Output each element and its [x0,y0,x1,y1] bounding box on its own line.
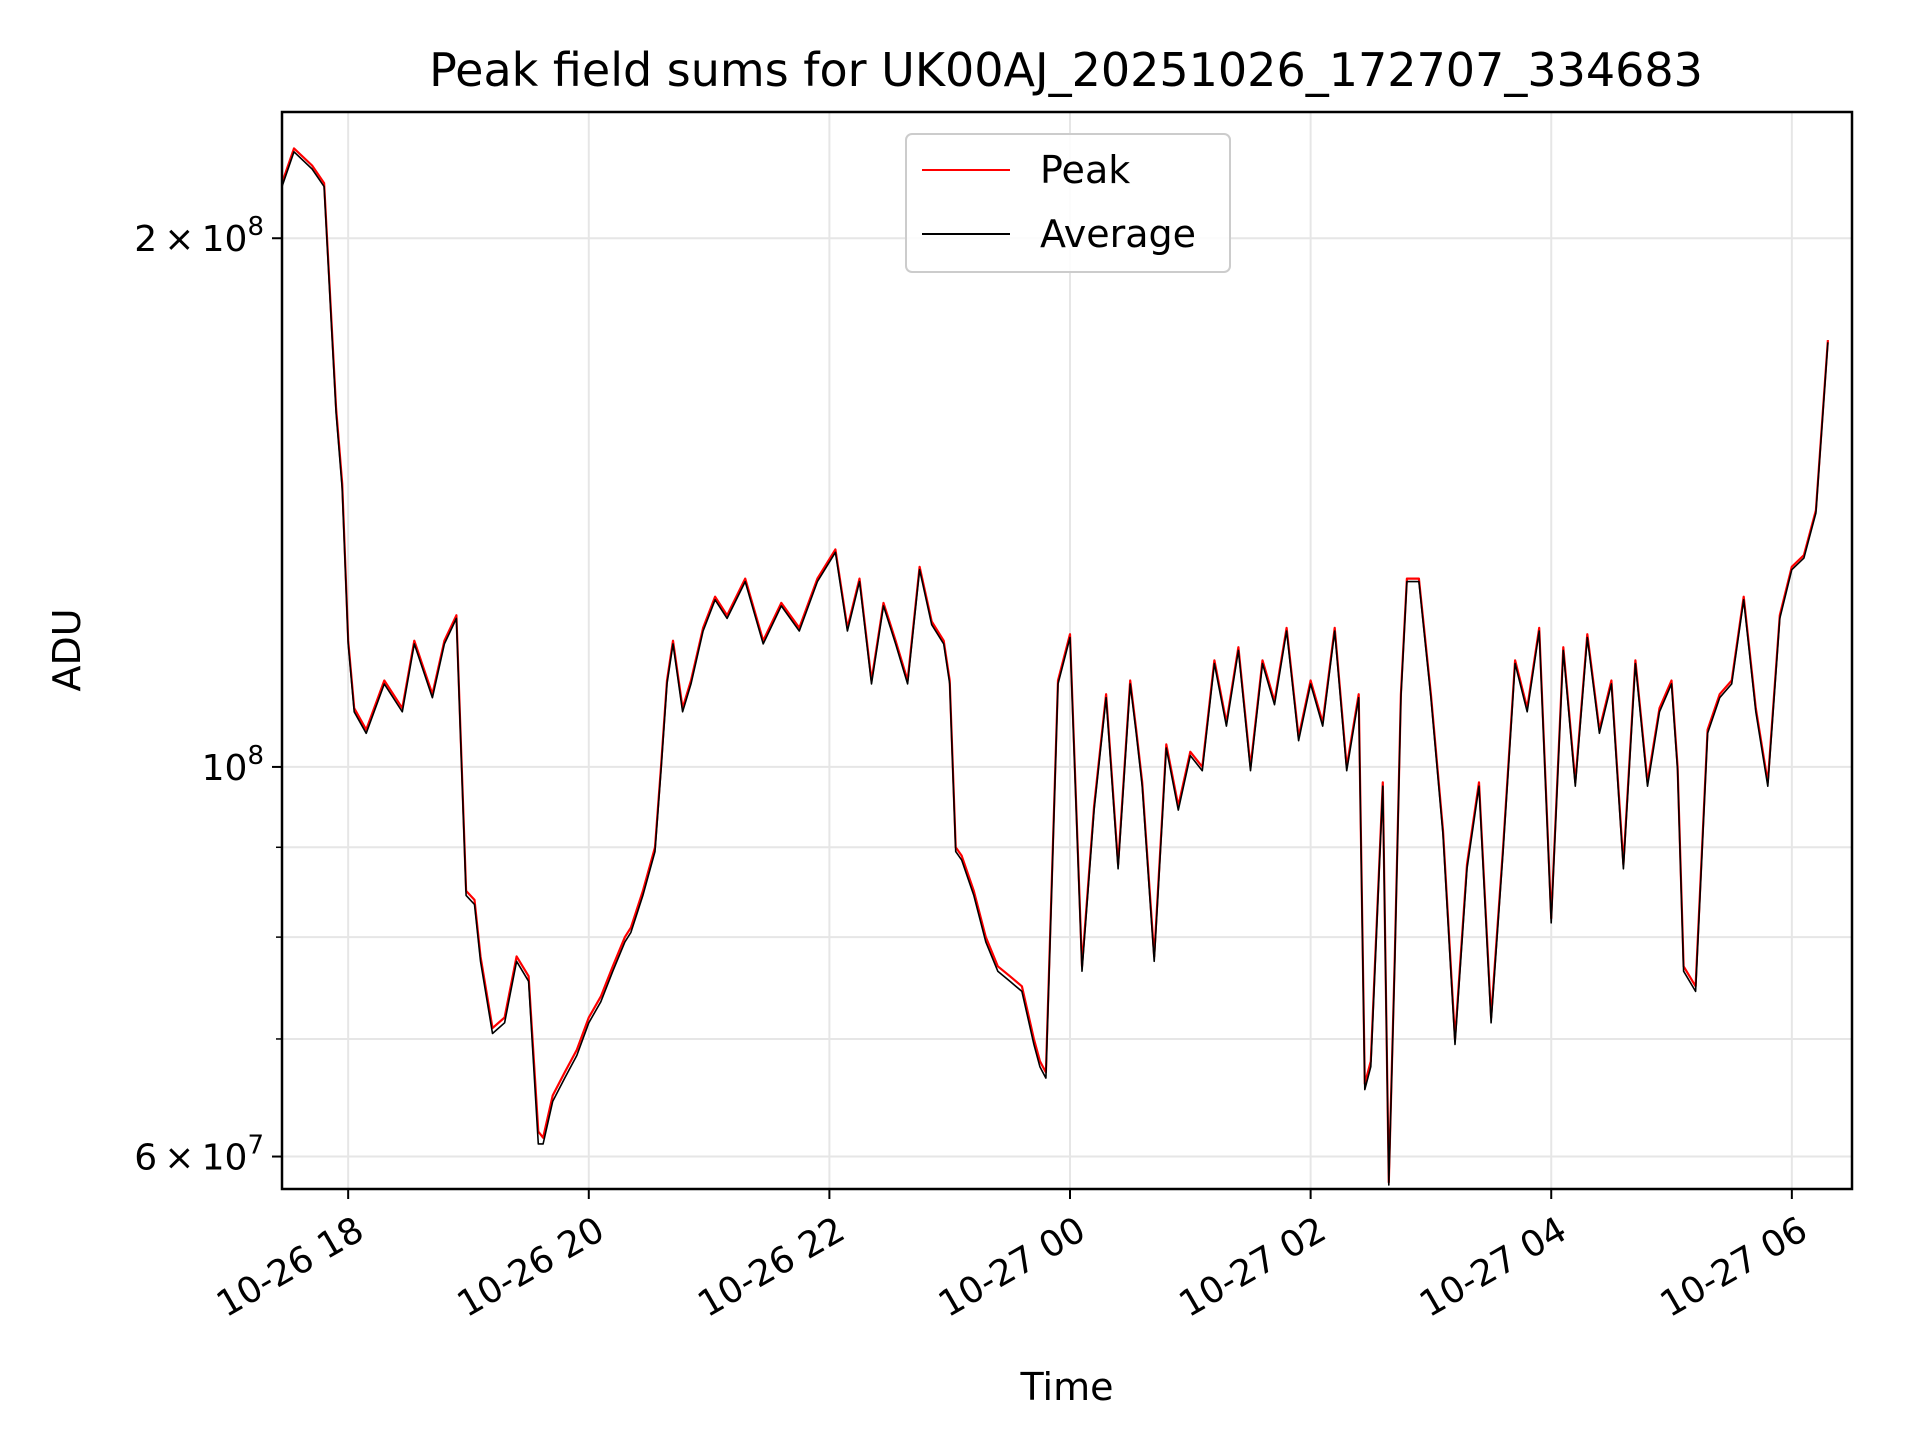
y-tick-base: 2 × 10 [134,219,247,260]
x-axis-label: Time [1020,1365,1114,1409]
legend-average-label: Average [1040,212,1196,256]
y-tick-exponent: 8 [247,741,264,771]
y-axis-label: ADU [45,608,89,691]
legend-box [905,133,1231,273]
series-line-average [282,151,1829,1186]
y-tick-label: 2 × 108 [134,212,264,260]
y-tick-label: 108 [202,741,264,789]
chart-title: Peak field sums for UK00AJ_20251026_1727… [429,43,1703,97]
y-tick-exponent: 7 [247,1131,264,1161]
y-tick-base: 6 × 10 [134,1138,247,1179]
y-tick-base: 10 [202,748,248,789]
y-tick-label: 6 × 107 [134,1131,264,1179]
plot-frame [280,110,1854,1191]
legend-peak-label: Peak [1040,148,1130,192]
legend: Peak Average [905,133,1231,273]
y-tick-exponent: 8 [247,212,264,242]
plot-lines [282,147,1829,1186]
